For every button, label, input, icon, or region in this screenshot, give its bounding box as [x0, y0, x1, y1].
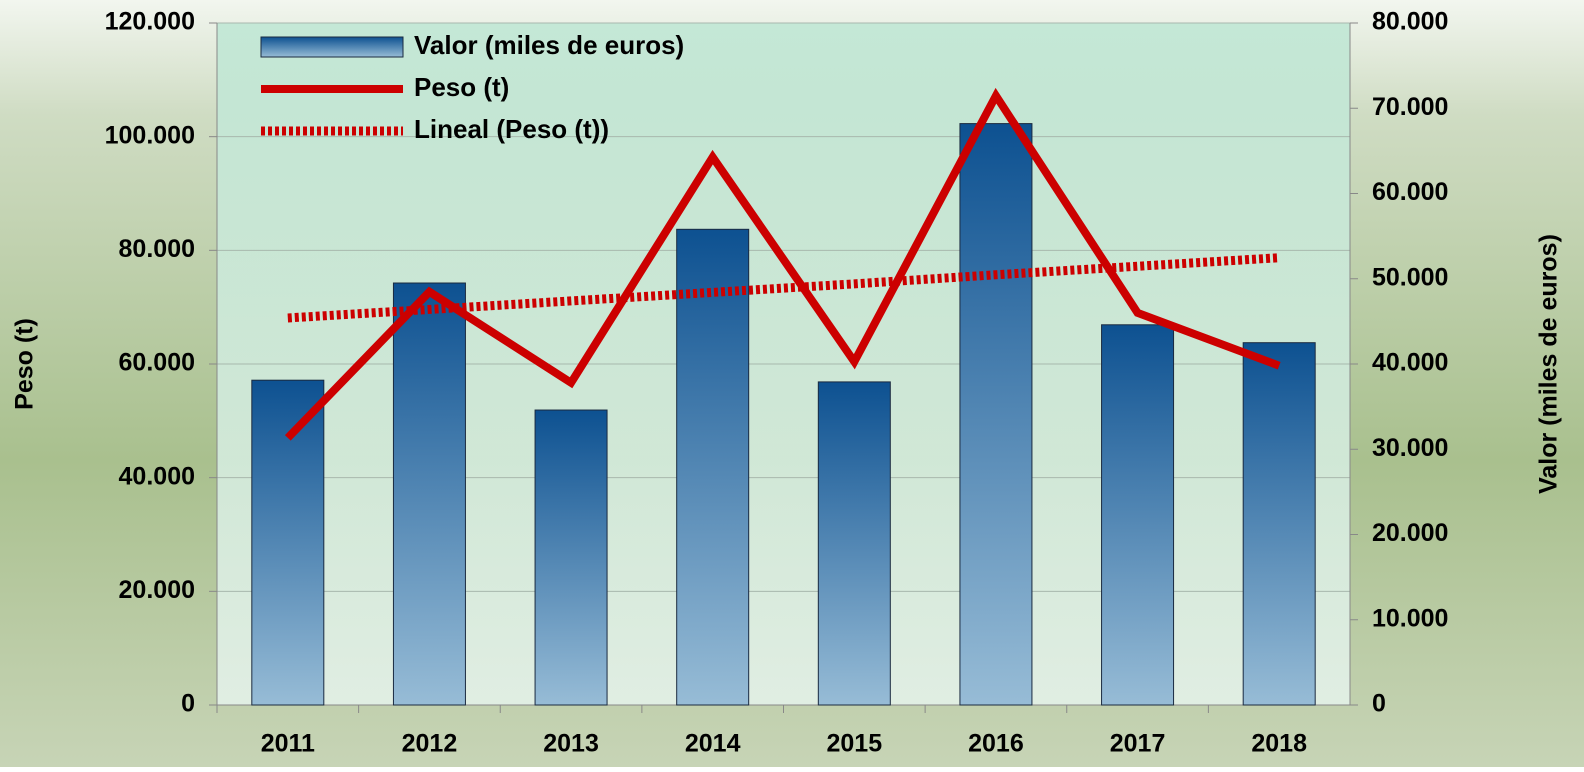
x-tick-label: 2015: [827, 730, 883, 758]
y-tick-label: 120.000: [105, 8, 195, 36]
y-tick-label: 100.000: [105, 121, 195, 149]
legend-label: Valor (miles de euros): [414, 30, 684, 60]
legend-swatch: [261, 37, 403, 57]
bar: [393, 283, 465, 705]
y2-tick-label: 0: [1372, 690, 1386, 718]
bar: [1243, 343, 1315, 705]
y-tick-label: 60.000: [119, 349, 195, 377]
y-tick-label: 20.000: [119, 576, 195, 604]
legend-label: Lineal (Peso (t)): [414, 114, 609, 144]
x-tick-label: 2014: [685, 730, 741, 758]
y2-tick-label: 50.000: [1372, 263, 1448, 291]
y-axis-title: Peso (t): [11, 318, 39, 410]
y2-tick-label: 10.000: [1372, 604, 1448, 632]
bar: [252, 380, 324, 705]
y-tick-label: 80.000: [119, 235, 195, 263]
bar: [677, 229, 749, 705]
y2-tick-label: 60.000: [1372, 178, 1448, 206]
x-tick-label: 2013: [543, 730, 599, 758]
x-tick-label: 2017: [1110, 730, 1166, 758]
y-tick-label: 40.000: [119, 462, 195, 490]
y2-tick-label: 20.000: [1372, 519, 1448, 547]
chart: 0 20.000 40.000 60.000 80.000 100.000 120.000 0…: [0, 0, 1584, 767]
y-tick-label: 0: [181, 690, 195, 718]
y2-tick-label: 80.000: [1372, 8, 1448, 36]
y2-axis-title: Valor (miles de euros): [1535, 234, 1563, 494]
bar: [535, 410, 607, 705]
x-tick-label: 2011: [261, 730, 315, 758]
bar: [960, 124, 1032, 705]
legend-label: Peso (t): [414, 72, 509, 102]
x-tick-label: 2012: [402, 730, 458, 758]
x-tick-label: 2016: [968, 730, 1024, 758]
y2-tick-label: 40.000: [1372, 349, 1448, 377]
y2-tick-label: 70.000: [1372, 93, 1448, 121]
bar: [818, 382, 890, 705]
x-tick-label: 2018: [1251, 730, 1307, 758]
y2-tick-label: 30.000: [1372, 434, 1448, 462]
bar: [1102, 325, 1174, 705]
